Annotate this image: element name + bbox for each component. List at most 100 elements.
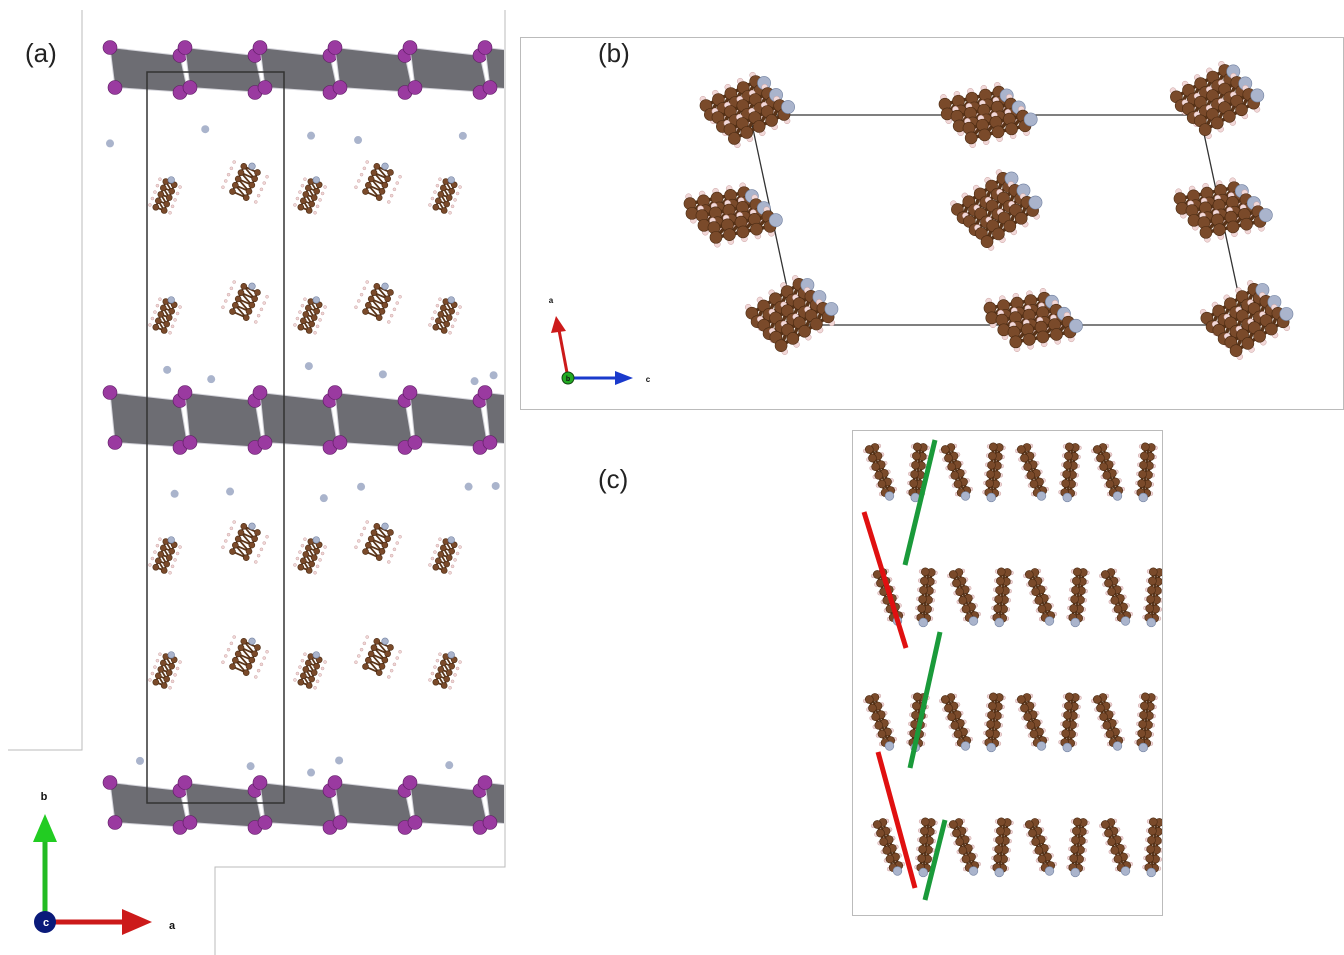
carbon [230, 309, 236, 315]
carbon [371, 170, 377, 176]
carbon [948, 713, 956, 721]
carbon [1148, 827, 1156, 835]
carbon [954, 480, 962, 488]
hydrogen [324, 661, 327, 664]
carbon [306, 327, 312, 333]
carbon [1010, 336, 1022, 348]
carbon [309, 561, 315, 567]
hydrogen [296, 672, 299, 675]
carbon [918, 854, 926, 862]
carbon [912, 452, 920, 460]
hydrogen [396, 657, 399, 660]
carbon [1104, 829, 1112, 837]
iodine [183, 81, 197, 95]
hydrogen [451, 565, 454, 568]
hydrogen [260, 663, 263, 666]
carbon [438, 551, 444, 557]
iodine [478, 776, 492, 790]
carbon [1073, 818, 1081, 826]
hydrogen [179, 661, 182, 664]
carbon [913, 693, 921, 701]
hydrogen [363, 642, 366, 645]
carbon [433, 204, 439, 210]
hydrogen [428, 323, 431, 326]
carbon [886, 855, 894, 863]
nitrogen [885, 492, 894, 501]
carbon [382, 182, 388, 188]
iodine [253, 41, 267, 55]
hydrogen [151, 317, 154, 320]
carbon [449, 548, 455, 554]
iodine [253, 386, 267, 400]
carbon [440, 185, 446, 191]
carbon [446, 670, 452, 676]
carbon [164, 676, 170, 682]
carbon [238, 170, 244, 176]
carbon [153, 324, 159, 330]
carbon [254, 169, 260, 175]
carbon [435, 198, 441, 204]
carbon [1139, 470, 1147, 478]
carbon [1093, 445, 1101, 453]
carbon [241, 283, 247, 289]
carbon [1100, 713, 1108, 721]
nitrogen [919, 868, 928, 877]
carbon [995, 845, 1003, 853]
carbon [944, 454, 952, 462]
hydrogen [428, 203, 431, 206]
carbon [303, 551, 309, 557]
carbon [1114, 855, 1122, 863]
carbon [1004, 220, 1016, 232]
carbon [298, 324, 304, 330]
carbon [1236, 104, 1248, 116]
carbon [161, 682, 167, 688]
carbon [1030, 730, 1038, 738]
carbon [1027, 471, 1035, 479]
carbon [1211, 117, 1223, 129]
nitrogen [445, 761, 453, 769]
carbon [161, 207, 167, 213]
carbon [1138, 479, 1146, 487]
carbon [249, 542, 255, 548]
hydrogen [436, 544, 439, 547]
nitrogen [1045, 617, 1054, 626]
hydrogen [171, 680, 174, 683]
carbon [158, 551, 164, 557]
hydrogen [459, 546, 462, 549]
carbon [166, 315, 172, 321]
carbon [1037, 331, 1049, 343]
carbon [153, 564, 159, 570]
carbon [371, 290, 377, 296]
nitrogen [448, 297, 455, 304]
iodine [408, 81, 422, 95]
carbon [921, 568, 929, 576]
nitrogen [382, 283, 389, 290]
carbon [1141, 443, 1149, 451]
carbon [368, 536, 374, 542]
nitrogen [1251, 89, 1264, 102]
carbon [305, 185, 311, 191]
nitrogen [1139, 743, 1148, 752]
nitrogen [1113, 492, 1122, 501]
hydrogen [176, 667, 179, 670]
carbon [449, 188, 455, 194]
carbon [911, 711, 919, 719]
hydrogen [296, 557, 299, 560]
carbon [449, 308, 455, 314]
nitrogen [313, 537, 320, 544]
nitrogen [313, 177, 320, 184]
hydrogen [169, 571, 172, 574]
octahedron [485, 393, 563, 448]
carbon [710, 231, 722, 243]
nitrogen [492, 482, 500, 490]
hydrogen [151, 197, 154, 200]
carbon [230, 189, 236, 195]
carbon [1093, 695, 1101, 703]
hydrogen [169, 331, 172, 334]
hydrogen [436, 304, 439, 307]
carbon [363, 309, 369, 315]
carbon [235, 536, 241, 542]
carbon [1028, 829, 1036, 837]
carbon [238, 645, 244, 651]
carbon [989, 443, 997, 451]
